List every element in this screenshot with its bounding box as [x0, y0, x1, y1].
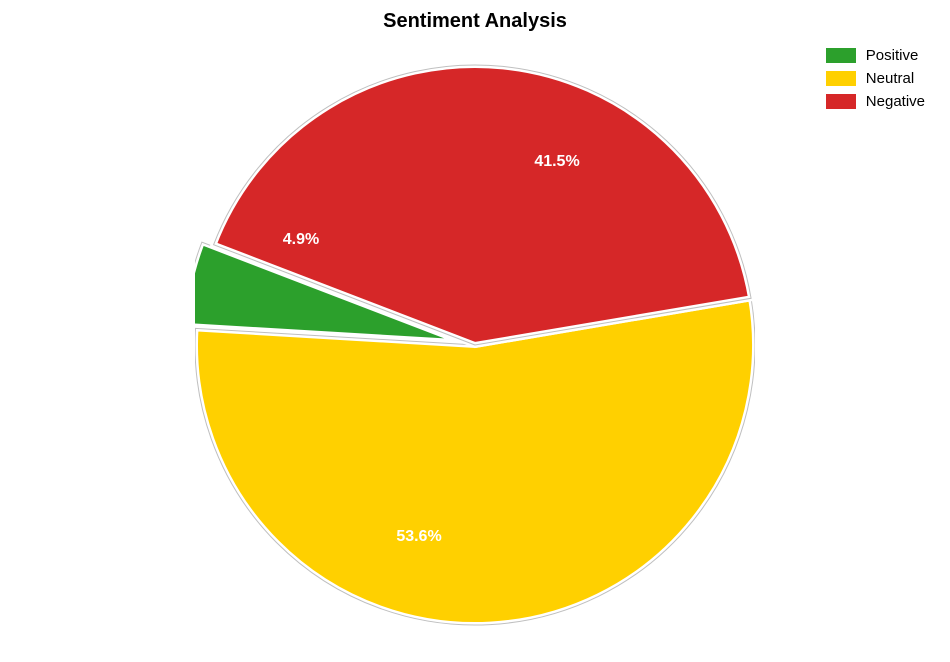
legend-item-positive: Positive	[826, 47, 925, 64]
legend-item-neutral: Neutral	[826, 70, 925, 87]
slice-label-negative: 41.5%	[534, 153, 579, 170]
legend-swatch-negative	[826, 94, 856, 109]
pie-chart: 4.9% 53.6% 41.5%	[195, 60, 755, 630]
chart-container: Sentiment Analysis 4.9% 53.6% 41.5% Positi…	[0, 0, 950, 662]
slice-label-positive: 4.9%	[283, 231, 319, 248]
legend-label-negative: Negative	[866, 93, 925, 110]
legend-swatch-positive	[826, 48, 856, 63]
legend: Positive Neutral Negative	[826, 47, 925, 116]
slice-label-neutral: 53.6%	[396, 528, 441, 545]
legend-swatch-neutral	[826, 71, 856, 86]
legend-label-neutral: Neutral	[866, 70, 914, 87]
chart-title: Sentiment Analysis	[383, 10, 567, 33]
legend-item-negative: Negative	[826, 93, 925, 110]
legend-label-positive: Positive	[866, 47, 919, 64]
